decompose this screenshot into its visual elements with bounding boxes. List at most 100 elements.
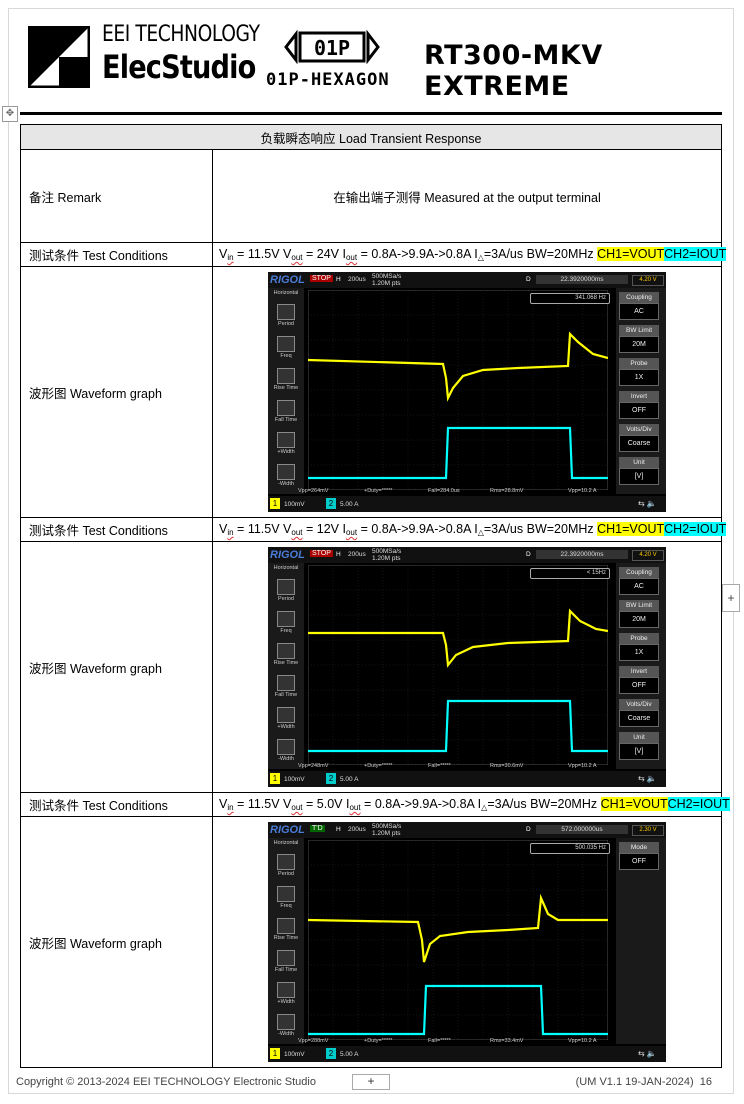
run-state-badge[interactable]: STOP [310, 550, 333, 557]
pulse-icon [277, 579, 295, 595]
scope-menu-item[interactable]: Volts/Div Coarse [619, 699, 659, 727]
ch2-scale: 5.00 A [340, 776, 359, 783]
frequency-readout: < 15Hz [530, 568, 610, 579]
usb-speaker-icon: ⇆ 🔈 [638, 1049, 657, 1058]
scope-measure-button[interactable]: +Width [270, 707, 302, 730]
scope-measure-label: +Width [277, 449, 295, 455]
scope-measure-button[interactable]: Period [270, 579, 302, 602]
scope-measure-label: Period [278, 871, 294, 877]
meas-rms: Rms=28.8mV [490, 488, 524, 494]
scope-menu-item[interactable]: BW Limit 20M [619, 600, 659, 628]
scope-top-bar: RIGOL STOP H 200us 500MSa/s 1.20M pts D … [268, 272, 666, 288]
pulse-icon [277, 675, 295, 691]
scope-menu-item[interactable]: Probe 1X [619, 358, 659, 386]
meas-rms: Rms=33.4mV [490, 1038, 524, 1044]
scope-measure-label: Rise Time [273, 385, 299, 391]
ch2-trace [308, 699, 608, 753]
pulse-icon [277, 982, 295, 998]
frequency-readout: 500.035 Hz [530, 843, 610, 854]
test-conditions-label: 测试条件 Test Conditions [20, 242, 213, 267]
scope-menu-label: Coupling [619, 567, 659, 578]
scope-menu-item[interactable]: Unit [V] [619, 732, 659, 760]
ch1-button[interactable]: 1 [270, 1048, 280, 1059]
test-conditions-value: Vin = 11.5V Vout = 24V Iout = 0.8A->9.9A… [212, 242, 727, 267]
scope-measure-button[interactable]: Fall Time [270, 950, 302, 973]
page-number: 16 [699, 1076, 712, 1088]
header-rule [20, 112, 722, 115]
ch2-button[interactable]: 2 [326, 1048, 336, 1059]
scope-measure-button[interactable]: +Width [270, 432, 302, 455]
ch1-trace [308, 608, 608, 668]
slew-value: 3A/us [494, 797, 527, 811]
ch1-scale: 100mV [284, 1051, 305, 1058]
ch1-scale: 100mV [284, 776, 305, 783]
scope-menu-item[interactable]: Volts/Div Coarse [619, 424, 659, 452]
add-row-button[interactable]: + [352, 1074, 390, 1090]
scope-menu-item[interactable]: Invert OFF [619, 666, 659, 694]
timebase-value: 200us [348, 551, 366, 558]
scope-right-menu: Coupling AC BW Limit 20M Probe 1X Invert… [616, 563, 666, 769]
scope-measure-label: Period [278, 596, 294, 602]
ch2-button[interactable]: 2 [326, 773, 336, 784]
scope-right-menu: Mode OFF [616, 838, 666, 1044]
scope-measure-button[interactable]: +Width [270, 982, 302, 1005]
scope-measure-button[interactable]: -Width [270, 739, 302, 762]
scope-measure-label: Period [278, 321, 294, 327]
sample-rate: 500MSa/s [372, 548, 402, 555]
run-state-badge[interactable]: T'D [310, 825, 325, 832]
timebase-value: 200us [348, 826, 366, 833]
scope-measure-button[interactable]: Rise Time [270, 918, 302, 941]
scope-menu-value: 1X [619, 644, 659, 661]
pulse-icon [277, 400, 295, 416]
scope-measure-button[interactable]: Fall Time [270, 675, 302, 698]
scope-menu-value: Coarse [619, 435, 659, 452]
meas-rms: Rms=30.6mV [490, 763, 524, 769]
horizontal-label: Horizontal [273, 290, 299, 296]
scope-menu-label: Mode [619, 842, 659, 853]
scope-measure-button[interactable]: Rise Time [270, 368, 302, 391]
scope-menu-value: 1X [619, 369, 659, 386]
ch1-button[interactable]: 1 [270, 498, 280, 509]
ch1-button[interactable]: 1 [270, 773, 280, 784]
bw-value: BW=20MHz [530, 797, 598, 811]
scope-measure-button[interactable]: Freq [270, 886, 302, 909]
bw-value: BW=20MHz [526, 247, 594, 261]
run-state-badge[interactable]: STOP [310, 275, 333, 282]
ch2-button[interactable]: 2 [326, 498, 336, 509]
scope-measure-button[interactable]: -Width [270, 1014, 302, 1037]
scope-menu-item[interactable]: Unit [V] [619, 457, 659, 485]
move-handle-icon[interactable]: ✥ [2, 106, 18, 122]
scope-menu-item[interactable]: Coupling AC [619, 567, 659, 595]
version-text: (UM V1.1 19-JAN-2024) [575, 1076, 694, 1088]
meas-vpp2: Vpp=10.2 A [568, 763, 597, 769]
ch2-badge: CH2=IOUT [664, 522, 727, 536]
scope-measure-button[interactable]: Freq [270, 336, 302, 359]
vin-value: 11.5V [247, 522, 280, 536]
expand-side-button[interactable]: + [722, 584, 740, 612]
ch1-trace [308, 893, 608, 963]
scope-menu-value: Coarse [619, 710, 659, 727]
scope-left-menu: Horizontal Period Freq Rise Time Fall Ti… [268, 838, 304, 1044]
version-page: (UM V1.1 19-JAN-2024) 16 [576, 1076, 712, 1088]
scope-measure-button[interactable]: Freq [270, 611, 302, 634]
ch1-badge: CH1=VOUT [597, 247, 665, 261]
iout-value: 0.8A->9.9A->0.8A [371, 522, 471, 536]
scope-measure-label: -Width [278, 481, 294, 487]
scope-measure-button[interactable]: Period [270, 854, 302, 877]
remark-value: 在输出端子测得 Measured at the output terminal [212, 149, 722, 243]
scope-menu-item[interactable]: Probe 1X [619, 633, 659, 661]
oscilloscope-screenshot: RIGOL T'D H 200us 500MSa/s 1.20M pts D 5… [268, 822, 666, 1062]
scope-measure-button[interactable]: Fall Time [270, 400, 302, 423]
scope-menu-item[interactable]: Invert OFF [619, 391, 659, 419]
ch2-badge: CH2=IOUT [664, 247, 727, 261]
scope-menu-item[interactable]: Coupling AC [619, 292, 659, 320]
scope-measure-button[interactable]: Period [270, 304, 302, 327]
scope-menu-value: [V] [619, 743, 659, 760]
scope-menu-item[interactable]: BW Limit 20M [619, 325, 659, 353]
scope-measure-button[interactable]: -Width [270, 464, 302, 487]
rigol-logo: RIGOL [270, 824, 305, 836]
scope-menu-item[interactable]: Mode OFF [619, 842, 659, 870]
sample-rate: 500MSa/s [372, 273, 402, 280]
waveform-cell: RIGOL T'D H 200us 500MSa/s 1.20M pts D 5… [212, 816, 722, 1068]
scope-measure-button[interactable]: Rise Time [270, 643, 302, 666]
